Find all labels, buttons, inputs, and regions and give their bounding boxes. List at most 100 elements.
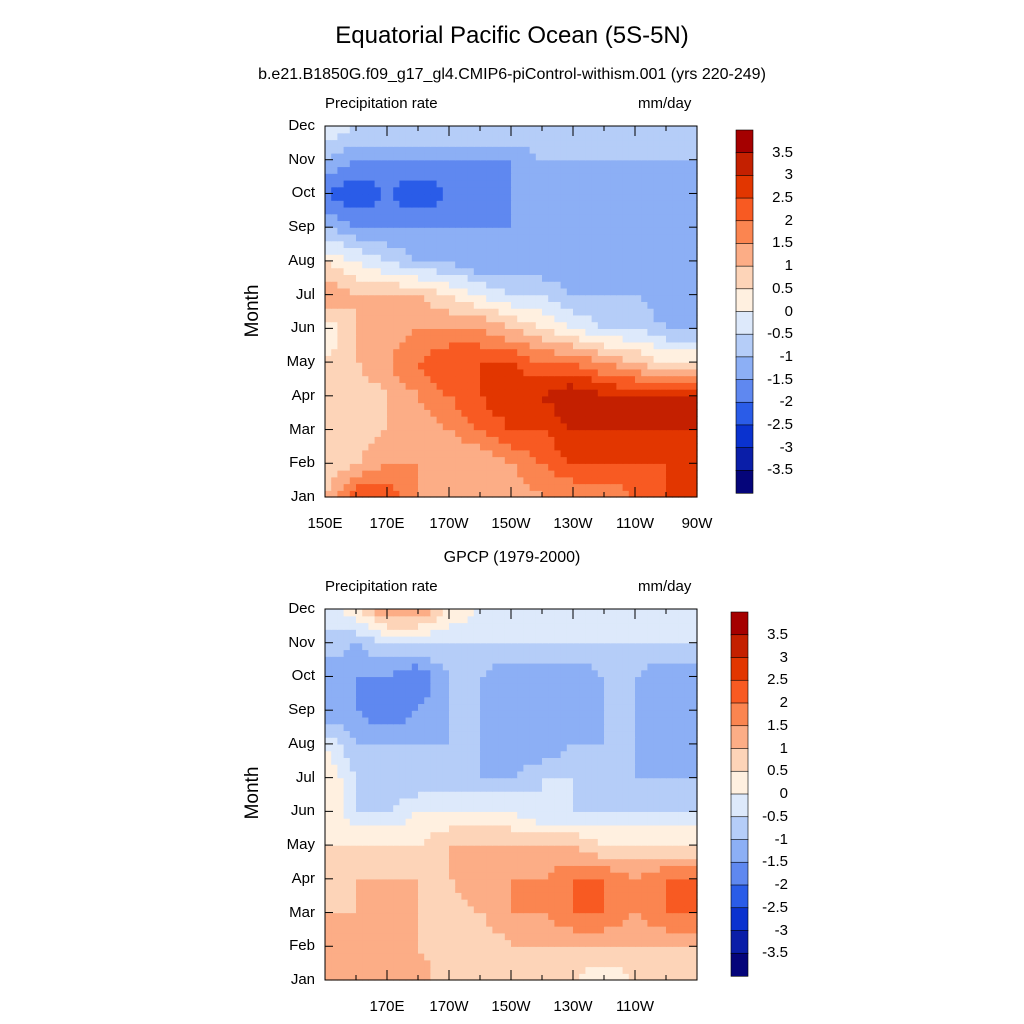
contour-cell [535, 402, 543, 410]
contour-cell [573, 872, 580, 880]
contour-cell [535, 281, 543, 289]
contour-cell [436, 240, 444, 249]
contour-cell [411, 811, 419, 819]
contour-cell [610, 456, 617, 464]
contour-cell [467, 804, 475, 812]
contour-cell [560, 416, 568, 424]
contour-cell [325, 490, 332, 498]
contour-cell [579, 260, 586, 269]
contour-cell [622, 865, 630, 873]
contour-cell [684, 254, 692, 262]
contour-cell [498, 308, 506, 316]
contour-cell [597, 409, 605, 417]
contour-cell [492, 858, 500, 866]
contour-cell [535, 206, 543, 215]
contour-cell [548, 973, 555, 981]
contour-cell [535, 301, 543, 309]
contour-cell [529, 146, 537, 154]
contour-cell [659, 476, 667, 485]
contour-cell [399, 227, 407, 235]
contour-cell [455, 797, 462, 806]
contour-cell [337, 959, 345, 968]
contour-cell [337, 858, 345, 866]
contour-cell [337, 416, 345, 424]
contour-cell [368, 791, 376, 799]
contour-cell [436, 382, 444, 390]
contour-cell [591, 851, 599, 860]
contour-cell [393, 797, 400, 806]
contour-cell [517, 932, 524, 941]
contour-cell [418, 818, 425, 826]
contour-cell [461, 328, 469, 336]
contour-cell [523, 233, 531, 242]
contour-cell [405, 173, 413, 181]
contour-cell [635, 436, 642, 444]
contour-cell [548, 294, 555, 302]
contour-cell [473, 939, 481, 947]
contour-cell [405, 159, 413, 168]
contour-cell [579, 294, 586, 302]
contour-cell [616, 449, 624, 458]
contour-cell [653, 818, 661, 826]
contour-cell [628, 247, 636, 255]
contour-cell [325, 797, 332, 806]
contour-cell [411, 146, 419, 154]
contour-cell [647, 139, 655, 147]
contour-cell [641, 173, 648, 181]
contour-cell [529, 139, 537, 147]
contour-cell [374, 878, 382, 887]
contour-cell [641, 872, 648, 880]
contour-cell [380, 335, 388, 343]
contour-cell [548, 858, 555, 866]
contour-cell [529, 294, 537, 302]
contour-cell [653, 308, 661, 316]
contour-cell [492, 919, 500, 927]
contour-cell [684, 213, 692, 222]
contour-cell [523, 878, 531, 887]
contour-cell [504, 470, 512, 478]
contour-cell [622, 260, 630, 269]
contour-cell [337, 483, 345, 491]
contour-cell [678, 892, 686, 900]
contour-cell [436, 368, 444, 377]
contour-cell [362, 463, 369, 471]
contour-cell [628, 865, 636, 873]
contour-cell [641, 240, 648, 249]
contour-cell [554, 193, 562, 201]
contour-cell [566, 186, 574, 195]
contour-cell [604, 791, 611, 799]
contour-cell [554, 213, 562, 222]
contour-cell [343, 953, 351, 961]
contour-cell [424, 132, 431, 141]
contour-cell [641, 885, 648, 893]
contour-cell [418, 274, 425, 282]
contour-cell [610, 449, 617, 458]
contour-cell [461, 892, 469, 900]
contour-cell [325, 355, 332, 363]
contour-cell [455, 287, 462, 296]
contour-cell [498, 416, 506, 424]
contour-cell [635, 126, 642, 134]
contour-cell [672, 274, 679, 282]
contour-cell [523, 919, 531, 927]
contour-cell [554, 294, 562, 302]
contour-cell [374, 456, 382, 464]
contour-cell [597, 422, 605, 431]
contour-cell [455, 389, 462, 397]
contour-cell [362, 294, 369, 302]
contour-cell [548, 254, 555, 262]
contour-cell [628, 335, 636, 343]
contour-cell [368, 436, 376, 444]
contour-cell [585, 260, 593, 269]
contour-cell [659, 301, 667, 309]
contour-cell [449, 872, 456, 880]
contour-cell [554, 872, 562, 880]
contour-cell [597, 193, 605, 201]
contour-cell [542, 186, 549, 195]
contour-cell [604, 402, 611, 410]
contour-cell [343, 845, 351, 853]
contour-cell [504, 247, 512, 255]
contour-cell [566, 851, 574, 860]
contour-cell [480, 395, 487, 404]
contour-cell [362, 443, 369, 451]
